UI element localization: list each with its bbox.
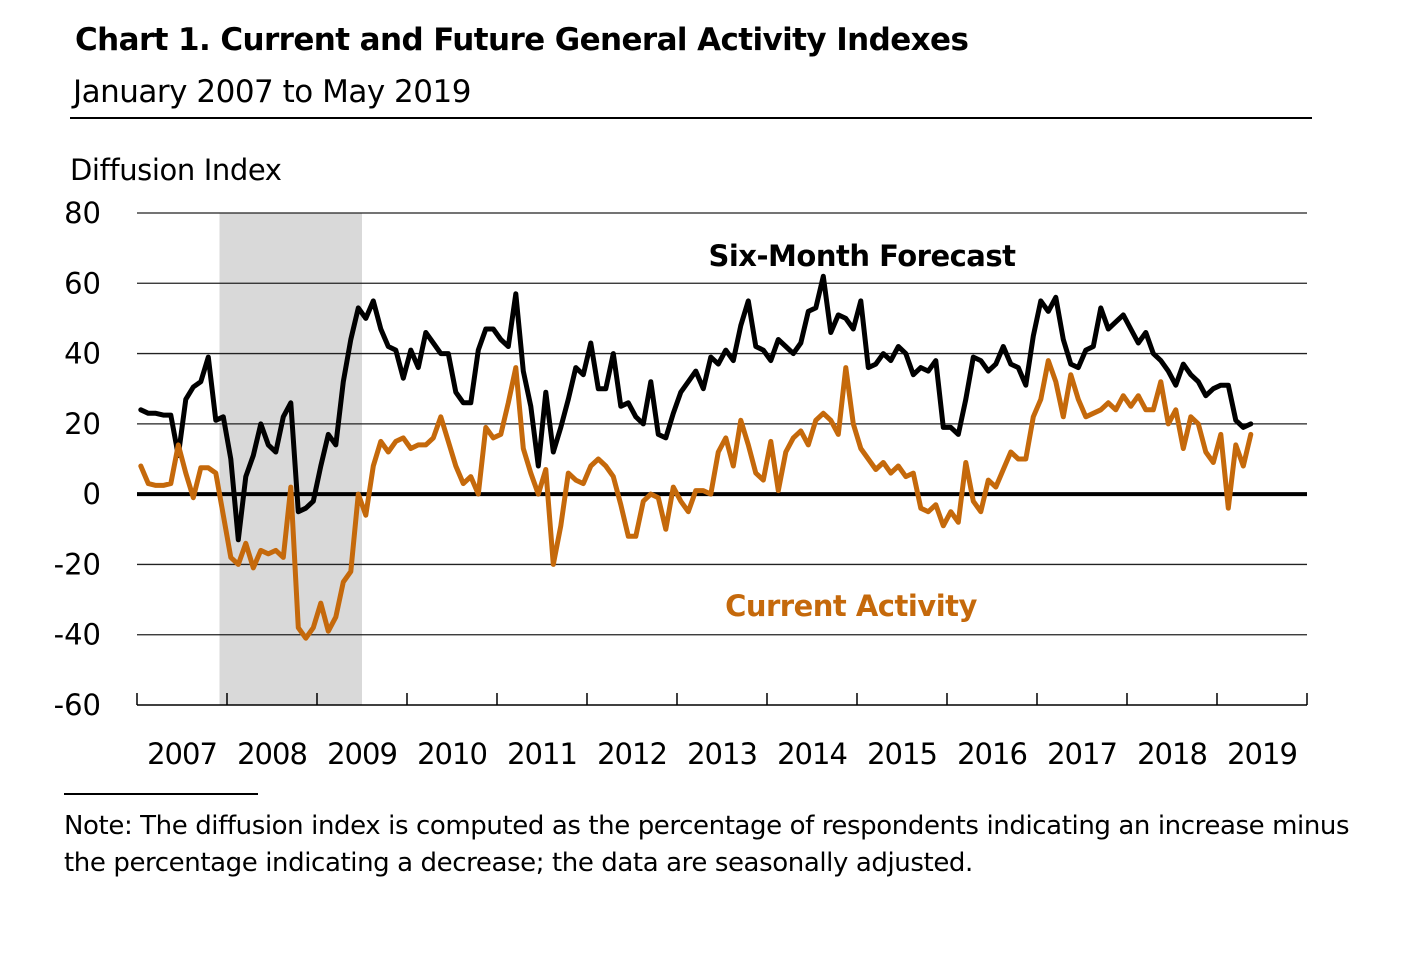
series-six-month-forecast [138,273,1254,543]
recession-shading [219,213,362,705]
x-tick-label: 2013 [687,737,757,771]
x-tick-label: 2008 [237,737,307,771]
x-tick-label: 2016 [957,737,1027,771]
y-tick-label: 80 [64,196,101,230]
footnote: Note: The diffusion index is computed as… [64,811,1350,878]
series-label-six-month-forecast: Six-Month Forecast [708,239,1016,273]
y-tick-label: 20 [64,407,101,441]
y-tick-label: -60 [54,688,101,722]
note-divider [64,793,258,795]
series-label-current-activity: Current Activity [725,589,977,623]
x-tick-label: 2012 [597,737,667,771]
x-tick-label: 2019 [1227,737,1297,771]
x-tick-label: 2011 [507,737,577,771]
chart-title: Chart 1. Current and Future General Acti… [75,22,969,58]
x-tick-label: 2018 [1137,737,1207,771]
y-tick-label: 60 [64,266,101,300]
x-tick-label: 2017 [1047,737,1117,771]
y-tick-label: -20 [54,547,101,581]
series-current-activity [138,358,1254,641]
x-tick-label: 2007 [147,737,217,771]
chart-subtitle: January 2007 to May 2019 [73,74,471,110]
x-tick-label: 2009 [327,737,397,771]
x-tick-label: 2010 [417,737,487,771]
x-tick-label: 2014 [777,737,847,771]
y-tick-label: 40 [64,337,101,371]
y-axis-label: Diffusion Index [70,153,282,187]
title-divider [70,117,1312,119]
x-tick-label: 2015 [867,737,937,771]
y-tick-label: 0 [83,477,101,511]
y-tick-label: -40 [54,618,101,652]
